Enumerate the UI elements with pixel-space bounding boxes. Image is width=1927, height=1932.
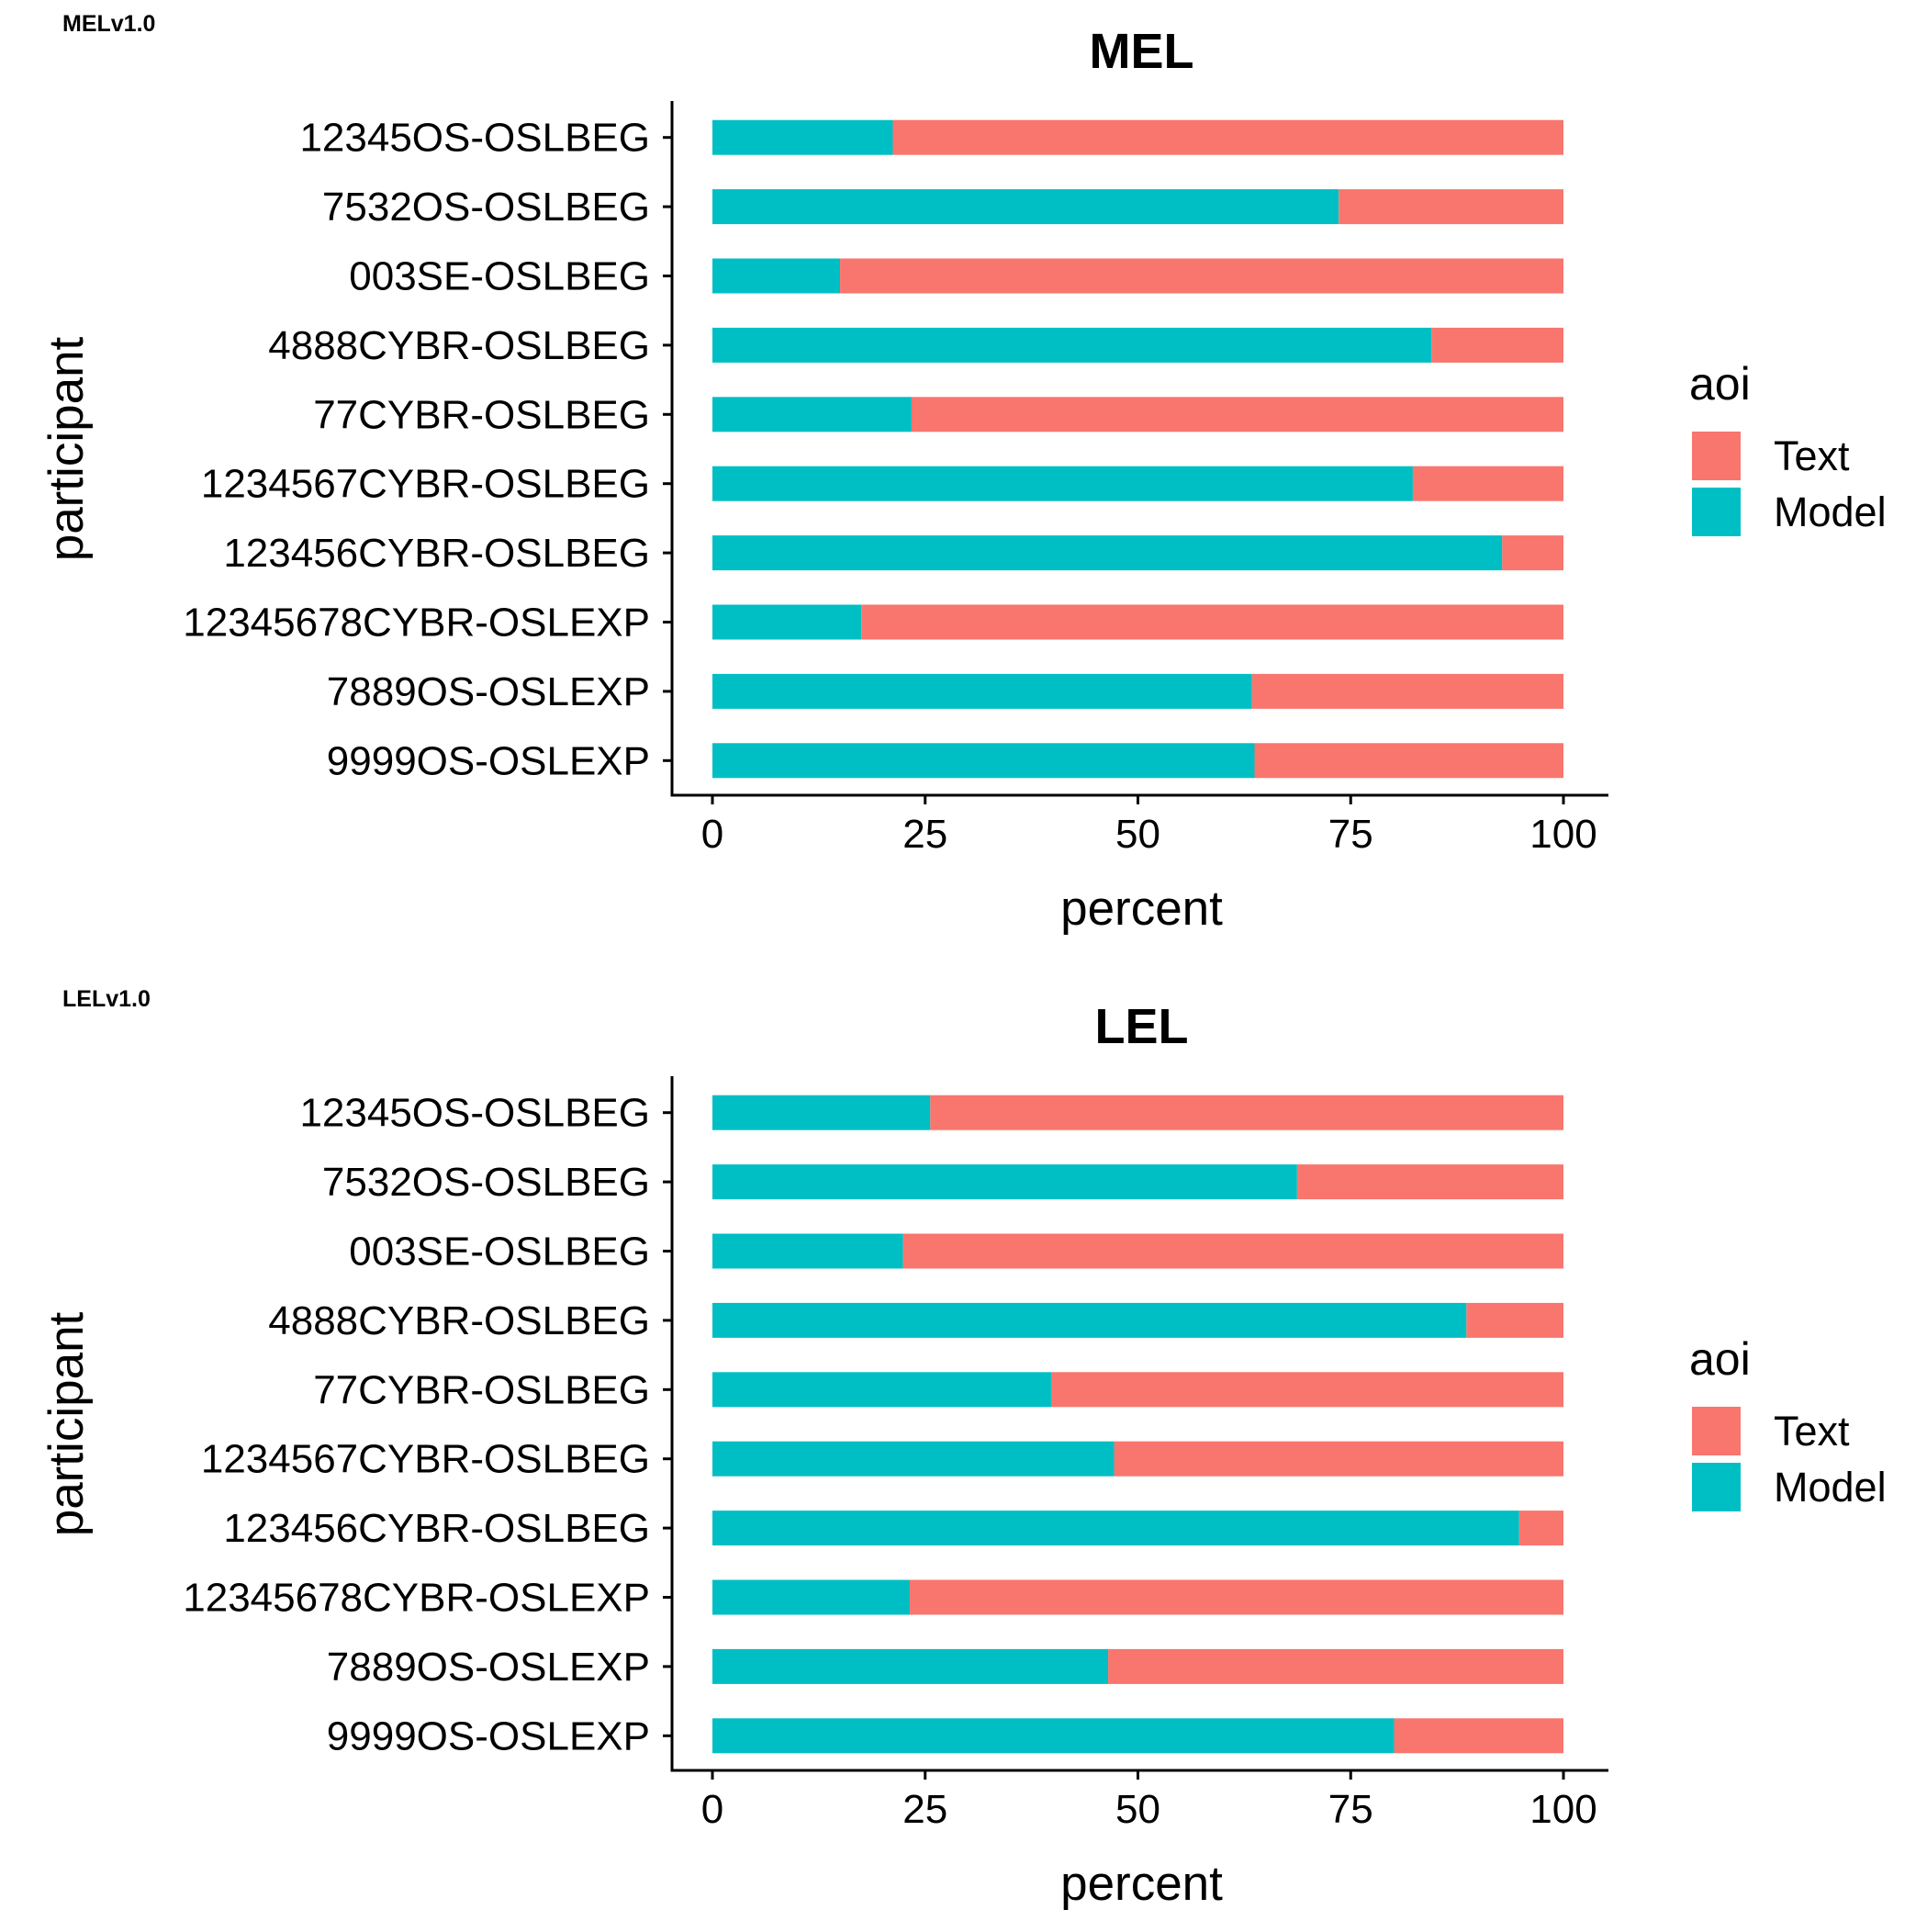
bar-model [712,258,841,294]
bar-model [712,397,912,432]
bar-text [892,119,1563,155]
bar-text [930,1095,1563,1130]
y-tick-label: 003SE-OSLBEG [349,1230,650,1275]
y-tick-label: 1234567CYBR-OSLBEG [201,1437,650,1482]
x-tick-label: 50 [1115,812,1160,857]
x-tick-label: 0 [701,1787,723,1832]
y-tick-label: 4888CYBR-OSLBEG [268,1298,650,1343]
x-axis-title: percent [1060,882,1223,936]
bar-text [861,604,1563,640]
bar-model [712,1372,1051,1408]
bar-text [840,258,1563,294]
bar-model [712,1511,1519,1546]
chart-title: MEL [1090,24,1194,79]
bar-model [712,743,1255,779]
bar-text [1114,1441,1563,1477]
bar-model [712,1579,911,1615]
legend-label-model: Model [1774,1464,1887,1511]
bar-model [712,327,1432,363]
bar-text [1394,1718,1563,1754]
y-tick-label: 7532OS-OSLBEG [322,1160,650,1205]
legend: aoi Text Model [1689,1333,1887,1511]
bar-text [1466,1302,1563,1338]
y-tick-label: 9999OS-OSLEXP [327,738,650,783]
bar-model [712,535,1503,571]
bar-text [1339,189,1563,225]
legend-swatch-text [1692,432,1741,480]
bar-text [1431,327,1563,363]
bar-model [712,673,1252,709]
panel-tag: MELv1.0 [62,11,155,37]
y-tick-label: 4888CYBR-OSLBEG [268,323,650,368]
x-tick-label: 75 [1328,1787,1373,1832]
legend-swatch-model [1692,1463,1741,1511]
x-tick-label: 75 [1328,812,1373,857]
bar-model [712,119,893,155]
bar-model [712,1648,1109,1684]
x-tick-label: 0 [701,812,723,857]
bar-text [1050,1372,1563,1408]
x-tick-label: 25 [902,812,947,857]
bar-text [1412,466,1563,501]
chart-panel-lel: LELv1.0 LEL 12345OS-OSLBEG 7532OS-OSLBEG 003… [39,986,1887,1911]
bar-model [712,1095,931,1130]
bar-text [1251,673,1563,709]
y-tick-label: 123456CYBR-OSLBEG [223,1506,650,1551]
legend: aoi Text Model [1689,358,1887,536]
panel-tag: LELv1.0 [62,986,151,1012]
legend-swatch-text [1692,1407,1741,1455]
bar-text [1502,535,1563,571]
x-tick-label: 100 [1529,812,1596,857]
bar-model [712,466,1413,501]
bar-text [1254,743,1563,779]
bar-model [712,1302,1467,1338]
x-axis-title: percent [1060,1857,1223,1911]
bar-model [712,1233,903,1269]
y-axis-title: participant [39,336,94,561]
bar-model [712,189,1339,225]
y-tick-label: 7532OS-OSLBEG [322,185,650,230]
bar-model [712,604,862,640]
bar-text [902,1233,1563,1269]
y-tick-label: 7889OS-OSLEXP [327,1645,650,1690]
y-tick-label: 12345OS-OSLBEG [299,116,650,161]
x-tick-label: 25 [902,1787,947,1832]
chart-title: LEL [1095,999,1189,1054]
y-tick-label: 77CYBR-OSLBEG [313,392,650,437]
y-tick-label: 12345678CYBR-OSLEXP [183,601,650,646]
bar-text [911,397,1563,432]
bar-model [712,1718,1395,1754]
legend-title: aoi [1689,358,1751,410]
bar-text [1518,1511,1563,1546]
legend-label-model: Model [1774,489,1887,535]
legend-swatch-model [1692,488,1741,536]
legend-title: aoi [1689,1333,1751,1385]
bar-text [910,1579,1563,1615]
y-tick-label: 12345OS-OSLBEG [299,1091,650,1136]
y-tick-label: 12345678CYBR-OSLEXP [183,1576,650,1621]
y-tick-label: 9999OS-OSLEXP [327,1713,650,1758]
bar-text [1296,1164,1563,1200]
legend-label-text: Text [1774,432,1850,479]
x-tick-label: 50 [1115,1787,1160,1832]
y-tick-label: 77CYBR-OSLBEG [313,1367,650,1412]
bar-text [1108,1648,1563,1684]
y-axis-title: participant [39,1311,94,1536]
bar-model [712,1441,1115,1477]
bar-model [712,1164,1297,1200]
y-tick-label: 1234567CYBR-OSLBEG [201,462,650,507]
chart-panel-mel: MELv1.0 MEL 12345OS-OSLBEG 7532OS-OSLBEG 003… [39,11,1887,936]
y-tick-label: 123456CYBR-OSLBEG [223,531,650,576]
y-tick-label: 7889OS-OSLEXP [327,669,650,714]
legend-label-text: Text [1774,1408,1850,1455]
x-tick-label: 100 [1529,1787,1596,1832]
y-tick-label: 003SE-OSLBEG [349,254,650,299]
